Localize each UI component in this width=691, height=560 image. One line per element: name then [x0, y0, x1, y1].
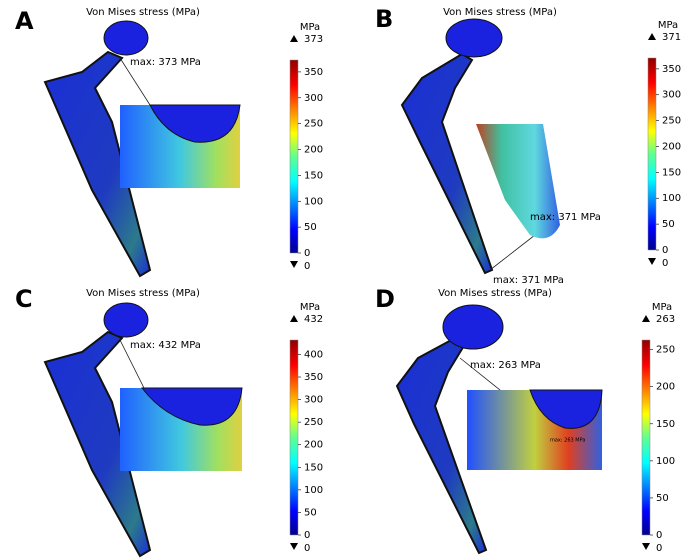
colorbar-tick-label: 350: [662, 64, 681, 75]
max-annotation: max: 263 MPa: [550, 438, 585, 444]
colorbar-tick-label: 0: [656, 530, 662, 541]
colorbar-tick-label: 0: [304, 530, 310, 541]
panel-label: D: [375, 285, 395, 313]
colorbar-tick-label: 250: [304, 417, 323, 428]
colorbar-tick-label: 0: [304, 248, 310, 259]
max-arrow: [648, 33, 656, 40]
implant-b: [400, 18, 560, 275]
colorbar-max: 263: [656, 314, 675, 325]
colorbar-unit: MPa: [300, 302, 320, 313]
colorbar-tick-label: 350: [304, 372, 323, 383]
colorbar-max: 373: [304, 34, 323, 45]
colorbar-tick-label: 200: [304, 440, 323, 451]
panel-title: Von Mises stress (MPa): [443, 7, 557, 18]
colorbar-tick-label: 350: [304, 67, 323, 78]
colorbar-tick-label: 100: [304, 196, 323, 207]
implant-c: [43, 302, 243, 558]
max-annotation: max: 263 MPa: [470, 360, 541, 371]
colorbar-min: 0: [304, 543, 310, 554]
max-annotation: max: 432 MPa: [130, 340, 201, 351]
colorbar-tick-label: 50: [656, 493, 669, 504]
panel-label: C: [15, 285, 33, 313]
max-annotation: max: 371 MPa: [493, 275, 564, 286]
colorbar: [289, 339, 299, 536]
colorbar-tick-label: 300: [304, 93, 323, 104]
colorbar-tick-label: 50: [662, 219, 675, 230]
colorbar-tick-label: 200: [304, 145, 323, 156]
colorbar-tick-label: 100: [662, 193, 681, 204]
implant-d: [395, 304, 603, 555]
colorbar: [641, 339, 651, 536]
colorbar-min: 0: [304, 261, 310, 272]
max-annotation: max: 373 MPa: [130, 57, 201, 68]
colorbar-max: 371: [662, 32, 681, 43]
colorbar-tick-label: 100: [304, 485, 323, 496]
colorbar-max: 432: [304, 314, 323, 325]
max-arrow: [290, 315, 298, 322]
colorbar-tick-label: 300: [304, 395, 323, 406]
colorbar-tick-label: 50: [304, 222, 317, 233]
max-arrow: [642, 315, 650, 322]
panel-label: B: [375, 5, 393, 33]
panel-title: Von Mises stress (MPa): [438, 288, 552, 299]
min-arrow: [642, 543, 650, 550]
colorbar-min: 0: [656, 543, 662, 554]
implant-a: [43, 20, 241, 278]
panel-title: Von Mises stress (MPa): [86, 7, 200, 18]
min-arrow: [290, 543, 298, 550]
colorbar-unit: MPa: [658, 20, 678, 31]
colorbar-tick-label: 100: [656, 456, 675, 467]
min-arrow: [648, 258, 656, 265]
colorbar-tick-label: 150: [304, 462, 323, 473]
colorbar-unit: MPa: [300, 22, 320, 33]
colorbar-tick-label: 400: [304, 349, 323, 360]
colorbar-tick-label: 150: [304, 170, 323, 181]
colorbar-tick-label: 250: [656, 345, 675, 356]
max-arrow: [290, 35, 298, 42]
colorbar-tick-label: 300: [662, 90, 681, 101]
colorbar-tick-label: 150: [662, 167, 681, 178]
colorbar-tick-label: 200: [656, 382, 675, 393]
colorbar-tick-label: 0: [662, 245, 668, 256]
panel-label: A: [15, 7, 34, 35]
min-arrow: [290, 261, 298, 268]
panel-title: Von Mises stress (MPa): [86, 288, 200, 299]
colorbar-unit: MPa: [652, 302, 672, 313]
colorbar-min: 0: [662, 258, 668, 269]
colorbar-tick-label: 250: [662, 116, 681, 127]
colorbar-tick-label: 50: [304, 507, 317, 518]
colorbar-tick-label: 150: [656, 419, 675, 430]
max-annotation: max: 371 MPa: [530, 212, 601, 223]
colorbar-tick-label: 200: [662, 141, 681, 152]
colorbar-tick-label: 250: [304, 119, 323, 130]
colorbar: [289, 59, 299, 254]
colorbar: [647, 57, 657, 251]
